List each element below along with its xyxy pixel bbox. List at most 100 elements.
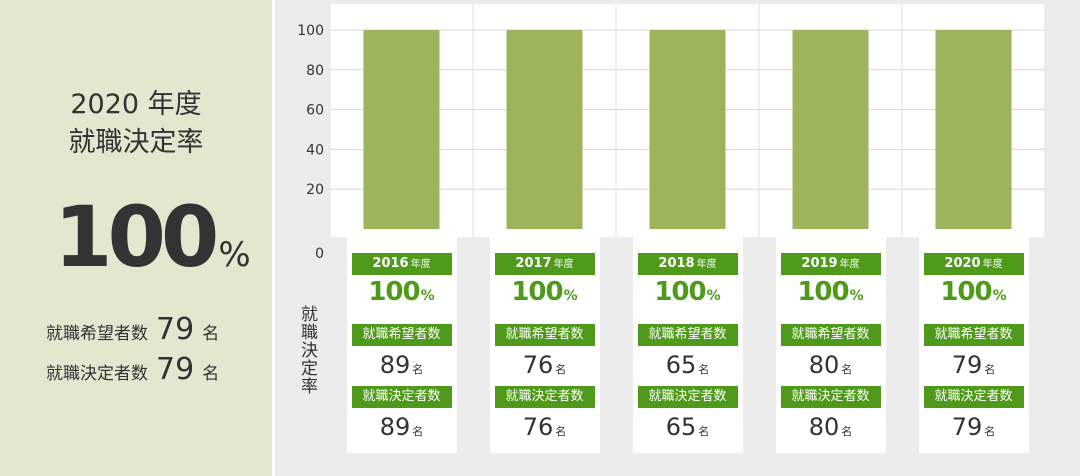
card-nendo: 年度 xyxy=(696,259,717,270)
summary-panel: 2020 年度 就職決定率 100 % 就職希望者数 79 名 就職決定者数 7… xyxy=(0,0,272,476)
card-nendo: 年度 xyxy=(553,259,574,270)
card-applicants-value: 80 xyxy=(808,351,840,379)
y-tick-label: 20 xyxy=(306,182,324,198)
card-decided: 65 名 xyxy=(633,413,743,441)
y-tick-label: 40 xyxy=(306,142,324,158)
card-year: 2017 xyxy=(515,256,552,271)
card-decided-value: 65 xyxy=(665,413,697,441)
summary-applicants-label: 就職希望者数 xyxy=(46,324,148,344)
card-applicants: 76 名 xyxy=(490,351,600,379)
card-rate-value: 100 xyxy=(654,277,706,307)
card-decided-unit: 名 xyxy=(698,425,710,438)
y-tick-label: 60 xyxy=(306,103,324,119)
card-year: 2018 xyxy=(658,256,695,271)
card-applicants-label: 就職希望者数 xyxy=(351,324,452,346)
card-applicants-label: 就職希望者数 xyxy=(923,324,1024,346)
card-decided-value: 80 xyxy=(808,413,840,441)
card-year-tag: 2017 年度 xyxy=(494,253,595,275)
summary-decided: 就職決定者数 79 名 xyxy=(46,352,219,392)
card-rate: 100% xyxy=(347,277,457,307)
card-decided: 76 名 xyxy=(490,413,600,441)
card-decided-value: 76 xyxy=(522,413,554,441)
card-nendo: 年度 xyxy=(839,259,860,270)
card-decided-label: 就職決定者数 xyxy=(923,386,1024,408)
summary-rate-unit: % xyxy=(218,235,251,275)
card-year: 2016 xyxy=(372,256,409,271)
card-decided: 79 名 xyxy=(919,413,1029,441)
card-rate-value: 100 xyxy=(940,277,992,307)
card-rate-unit: % xyxy=(706,288,721,304)
card-decided-unit: 名 xyxy=(841,425,853,438)
card-rate-unit: % xyxy=(420,288,435,304)
card-pointer xyxy=(539,229,550,237)
card-applicants-label: 就職希望者数 xyxy=(780,324,881,346)
card-decided-unit: 名 xyxy=(555,425,567,438)
card-pointer xyxy=(825,229,836,237)
summary-applicants-value: 79 xyxy=(156,312,195,347)
card-rate: 100% xyxy=(633,277,743,307)
card-applicants: 89 名 xyxy=(347,351,457,379)
summary-title-year: 2020 年度 xyxy=(70,89,202,120)
y-tick-label: 0 xyxy=(315,246,324,262)
card-year: 2020 xyxy=(944,256,981,271)
card-applicants-unit: 名 xyxy=(698,363,710,376)
bar-2020 xyxy=(935,30,1012,229)
card-applicants-value: 89 xyxy=(379,351,411,379)
card-applicants-unit: 名 xyxy=(984,363,996,376)
bar-2019 xyxy=(792,30,869,229)
y-tick-label: 100 xyxy=(297,23,324,39)
card-pointer xyxy=(396,229,407,237)
year-card: 2019 年度 100% 就職希望者数 80 名就職決定者数 80 名 xyxy=(775,229,886,453)
summary-applicants: 就職希望者数 79 名 xyxy=(46,312,219,352)
card-year-tag: 2018 年度 xyxy=(637,253,738,275)
year-card: 2017 年度 100% 就職希望者数 76 名就職決定者数 76 名 xyxy=(489,229,600,453)
card-year-tag: 2020 年度 xyxy=(923,253,1024,275)
bar-2018 xyxy=(649,30,726,229)
summary-decided-value: 79 xyxy=(156,352,195,387)
card-rate-value: 100 xyxy=(797,277,849,307)
card-pointer xyxy=(682,229,693,237)
card-decided-label: 就職決定者数 xyxy=(494,386,595,408)
summary-title: 就職決定率 xyxy=(68,127,204,158)
card-rate-unit: % xyxy=(992,288,1007,304)
card-decided-unit: 名 xyxy=(412,425,424,438)
card-rate: 100% xyxy=(919,277,1029,307)
year-card: 2016 年度 100% 就職希望者数 89 名就職決定者数 89 名 xyxy=(346,229,457,453)
summary-decided-unit: 名 xyxy=(202,364,220,384)
card-year: 2019 xyxy=(801,256,838,271)
card-applicants-unit: 名 xyxy=(555,363,567,376)
card-applicants-value: 65 xyxy=(665,351,697,379)
card-applicants-unit: 名 xyxy=(841,363,853,376)
card-decided-label: 就職決定者数 xyxy=(780,386,881,408)
summary-rate: 100 % xyxy=(54,192,251,282)
y-tick-label: 80 xyxy=(306,63,324,79)
card-applicants-label: 就職希望者数 xyxy=(494,324,595,346)
card-year-tag: 2016 年度 xyxy=(351,253,452,275)
card-applicants-label: 就職希望者数 xyxy=(637,324,738,346)
card-applicants: 65 名 xyxy=(633,351,743,379)
card-decided-value: 79 xyxy=(951,413,983,441)
card-applicants-value: 76 xyxy=(522,351,554,379)
card-decided-unit: 名 xyxy=(984,425,996,438)
card-applicants: 80 名 xyxy=(776,351,886,379)
card-applicants-unit: 名 xyxy=(412,363,424,376)
card-nendo: 年度 xyxy=(410,259,431,270)
card-decided: 80 名 xyxy=(776,413,886,441)
card-applicants-value: 79 xyxy=(951,351,983,379)
card-rate-unit: % xyxy=(849,288,864,304)
card-decided: 89 名 xyxy=(347,413,457,441)
card-rate: 100% xyxy=(776,277,886,307)
card-decided-label: 就職決定者数 xyxy=(637,386,738,408)
year-card: 2020 年度 100% 就職希望者数 79 名就職決定者数 79 名 xyxy=(918,229,1029,453)
bar-2017 xyxy=(506,30,583,229)
card-rate-value: 100 xyxy=(511,277,563,307)
card-decided-label: 就職決定者数 xyxy=(351,386,452,408)
card-year-tag: 2019 年度 xyxy=(780,253,881,275)
card-pointer xyxy=(968,229,979,237)
summary-applicants-unit: 名 xyxy=(202,324,220,344)
card-applicants: 79 名 xyxy=(919,351,1029,379)
year-card: 2018 年度 100% 就職希望者数 65 名就職決定者数 65 名 xyxy=(632,229,743,453)
summary-rate-value: 100 xyxy=(54,188,219,286)
summary-decided-label: 就職決定者数 xyxy=(46,364,148,384)
